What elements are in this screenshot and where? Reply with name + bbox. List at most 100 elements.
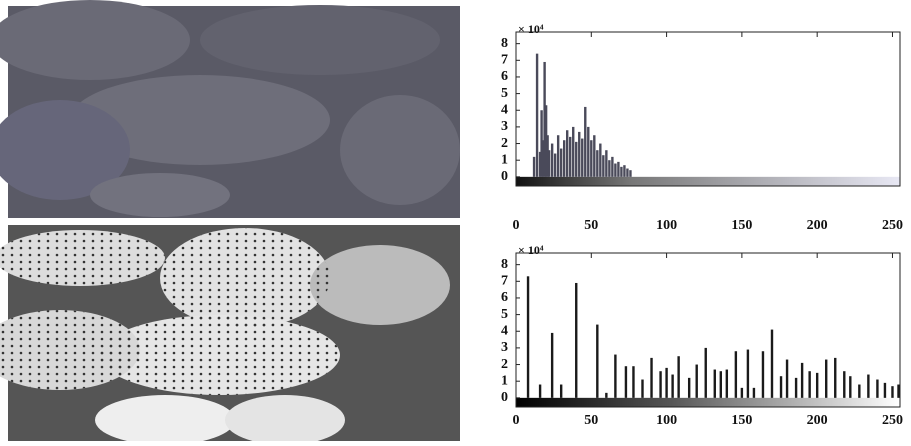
histogram-bar [608, 160, 610, 177]
histogram-bar [659, 371, 661, 398]
histogram-bar [849, 376, 851, 398]
x-tick-label: 50 [584, 413, 598, 428]
y-axis-label: × 10⁴ [518, 243, 544, 257]
histogram-bar [816, 373, 818, 398]
histogram-bar [560, 385, 562, 398]
y-tick-label: 5 [501, 86, 508, 101]
histogram-bar [801, 363, 803, 398]
histogram-bar [566, 130, 568, 177]
histogram-bar [614, 164, 616, 177]
histogram-bar [587, 127, 589, 177]
x-tick-label: 250 [882, 413, 903, 428]
histogram-bar [762, 351, 764, 398]
histogram-bar [575, 283, 577, 398]
y-tick-label: 0 [501, 390, 508, 405]
histogram-bar [795, 378, 797, 398]
histogram-bar [527, 276, 529, 398]
histogram-bar [884, 383, 886, 398]
histogram-bar [533, 157, 535, 177]
y-tick-label: 8 [501, 257, 508, 272]
y-axis-label: × 10⁴ [518, 22, 544, 36]
histogram-bar [602, 155, 604, 177]
histogram-bar [617, 162, 619, 177]
x-tick-label: 100 [656, 218, 677, 233]
histogram-bar [677, 356, 679, 398]
histogram-bar [897, 385, 899, 398]
y-tick-label: 4 [501, 102, 508, 117]
histogram-bar [569, 137, 571, 177]
y-tick-label: 8 [501, 36, 508, 51]
histogram-bar [629, 170, 631, 177]
histogram-bar [599, 144, 601, 177]
histogram-bar [741, 388, 743, 398]
histogram-bar [650, 358, 652, 398]
histogram-bar [563, 140, 565, 177]
histogram-bar [867, 375, 869, 398]
histogram-bar [825, 360, 827, 398]
histogram-bar [625, 366, 627, 398]
page: × 10⁴012345678050100150200250× 10⁴012345… [0, 0, 911, 441]
histogram-bar [623, 165, 625, 177]
histogram-bar [671, 375, 673, 398]
y-tick-label: 1 [501, 152, 508, 167]
y-tick-label: 1 [501, 373, 508, 388]
x-tick-label: 250 [882, 218, 903, 233]
histogram-bar [584, 107, 586, 177]
histogram-bar [611, 157, 613, 177]
histogram-bar [626, 169, 628, 177]
histogram-bar [808, 371, 810, 398]
x-tick-label: 150 [731, 218, 752, 233]
x-tick-label: 200 [807, 413, 828, 428]
histogram-bar [557, 135, 559, 177]
y-tick-label: 2 [501, 357, 508, 372]
histogram-bar [726, 370, 728, 398]
histogram-bar [641, 380, 643, 398]
histogram-bar [771, 330, 773, 398]
histogram-bar [605, 150, 607, 177]
x-tick-label: 0 [513, 413, 520, 428]
y-tick-label: 3 [501, 340, 508, 355]
histogram-bar [843, 371, 845, 398]
histogram-bar [834, 358, 836, 398]
histogram-bar [614, 355, 616, 398]
x-tick-label: 200 [807, 218, 828, 233]
histogram-bar [551, 333, 553, 398]
histogram-bar [891, 386, 893, 398]
histogram-bar [876, 380, 878, 398]
histogram-bar [596, 325, 598, 398]
y-tick-label: 6 [501, 290, 508, 305]
y-tick-label: 7 [501, 274, 508, 289]
histogram-bar [560, 149, 562, 177]
y-tick-label: 3 [501, 119, 508, 134]
histogram-bar [548, 150, 550, 177]
histogram-bar [596, 150, 598, 177]
histogram-bar [747, 350, 749, 398]
histogram-bar [605, 393, 607, 398]
histogram-bar [786, 360, 788, 398]
y-tick-label: 2 [501, 136, 508, 151]
y-tick-label: 5 [501, 307, 508, 322]
histogram-bar [539, 385, 541, 398]
histogram-bar [714, 370, 716, 398]
equalized-photo [0, 225, 460, 441]
intensity-bar [516, 398, 900, 407]
histogram-bar [753, 388, 755, 398]
histogram-bar [735, 351, 737, 398]
histogram-bar [590, 140, 592, 177]
histogram-bar [578, 132, 580, 177]
x-tick-label: 150 [731, 413, 752, 428]
histogram-bar [536, 54, 538, 177]
histogram-bar [632, 366, 634, 398]
histogram-bar [575, 142, 577, 177]
y-tick-label: 4 [501, 323, 508, 338]
histogram-bar [720, 371, 722, 398]
y-tick-label: 6 [501, 69, 508, 84]
histogram-bar [554, 154, 556, 177]
histogram-bar [705, 348, 707, 398]
histogram-bar [858, 385, 860, 398]
plot-frame [516, 253, 900, 407]
histogram-bar [696, 365, 698, 398]
dark-photo [0, 0, 460, 218]
histogram-bar [665, 368, 667, 398]
y-tick-label: 7 [501, 53, 508, 68]
